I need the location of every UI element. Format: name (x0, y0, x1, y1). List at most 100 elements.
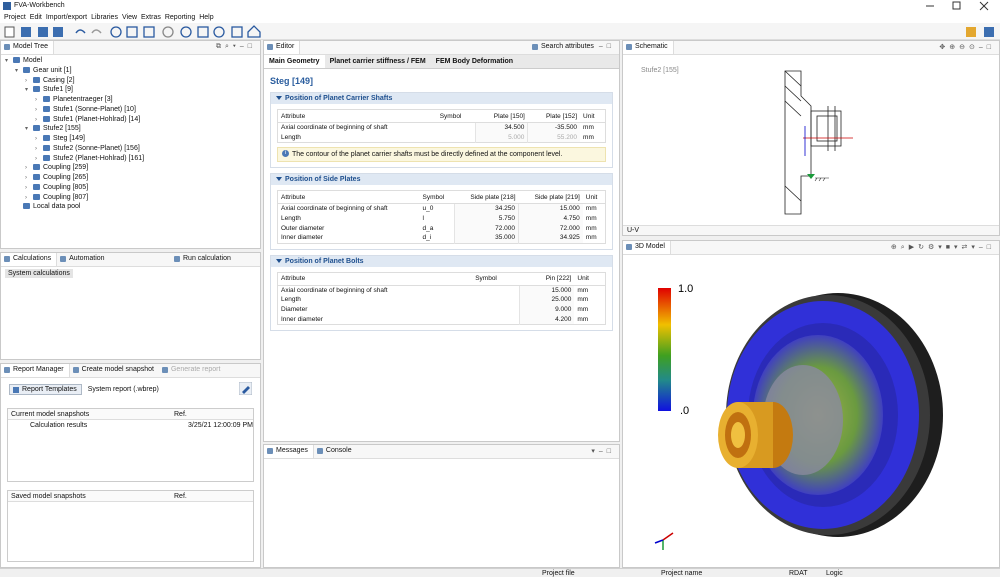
menu-item[interactable]: Reporting (164, 14, 196, 21)
tree-node[interactable]: › Stufe2 (Planet-Hohlrad) [161] (5, 154, 256, 164)
header-row: Attribute Symbol Side plate [218] Side plat… (277, 190, 606, 205)
tree-node[interactable]: ▾ Stufe2 [155] (5, 124, 256, 134)
cell (472, 314, 520, 324)
tree-node[interactable]: › Casing [2] (5, 76, 256, 86)
cell[interactable]: 72.000 (518, 223, 583, 233)
section: Position of Side Plates Attribute Symbol Si… (270, 173, 613, 250)
section-title[interactable]: Position of Side Plates (271, 174, 612, 186)
cell[interactable]: 72.000 (453, 223, 519, 233)
window-controls[interactable] (916, 1, 996, 11)
cell[interactable]: 5.000 (475, 132, 528, 143)
tree-node[interactable]: › Steg [149] (5, 134, 256, 144)
tab[interactable]: Create model snapshot (70, 364, 159, 377)
cell[interactable]: 15.000 (518, 203, 583, 214)
tree-node[interactable]: › Stufe2 (Sonne-Planet) [156] (5, 144, 256, 154)
run-calculation-button[interactable]: Run calculation (171, 253, 236, 266)
twisty: ▾ (25, 87, 29, 94)
toolbar (0, 23, 1000, 40)
node-icon (33, 183, 40, 190)
table-row: Inner diameter 4.200 mm (278, 314, 606, 325)
subtab[interactable]: FEM Body Deformation (435, 58, 514, 65)
menu-item[interactable]: Libraries (91, 14, 118, 21)
cell[interactable]: -35.500 (527, 122, 581, 133)
cell[interactable]: 35.000 (453, 232, 519, 244)
menu-item[interactable]: Edit (29, 14, 42, 21)
tab[interactable]: Editor (264, 41, 301, 54)
panel-controls[interactable]: ⧉⌕▾–□ (216, 43, 256, 50)
cell: mm (585, 205, 597, 213)
tab[interactable]: Console (314, 445, 357, 458)
tree-node[interactable]: › Coupling [807] (5, 193, 256, 203)
tree-node[interactable]: › Stufe1 (Planet-Hohlrad) [14] (5, 115, 256, 125)
cell[interactable]: 15.000 (519, 285, 575, 296)
tree-node[interactable]: › Coupling [805] (5, 183, 256, 193)
search-attributes[interactable]: Search attributes (529, 41, 599, 54)
tree-node[interactable]: ▾ Stufe1 [9] (5, 85, 256, 95)
menu-item[interactable]: Help (199, 14, 214, 21)
tree-node[interactable]: Local data pool (5, 202, 256, 212)
twisty: ▾ (5, 58, 9, 64)
cell[interactable]: 34.250 (453, 203, 519, 214)
report-templates-button[interactable]: Report Templates (9, 384, 82, 395)
tab[interactable]: Report Manager (1, 364, 70, 377)
tree-node[interactable]: ▾ Model (5, 56, 256, 66)
tab[interactable]: Model Tree (1, 41, 55, 54)
panel-controls[interactable]: –□ (598, 43, 615, 50)
node-label: Coupling [259] (43, 164, 89, 172)
tab[interactable]: Calculations (1, 253, 58, 266)
subtab[interactable]: Planet carrier stiffness / FEM (329, 58, 426, 65)
node-label: Stufe1 [9] (43, 86, 73, 94)
tree-node[interactable]: › Stufe1 (Sonne-Planet) [10] (5, 105, 256, 115)
panel-controls[interactable]: ✥⊕⊖⊙–□ (939, 44, 995, 51)
cell[interactable]: 4.200 (519, 314, 575, 325)
node-label: Stufe1 (Planet-Hohlrad) [14] (53, 115, 141, 123)
tree-node[interactable]: › Coupling [259] (5, 163, 256, 173)
cell[interactable]: 5.750 (453, 213, 519, 224)
tree-node[interactable]: ▾ Gear unit [1] (5, 66, 256, 76)
cell[interactable]: 34.925 (518, 232, 583, 244)
node-icon (13, 57, 20, 63)
section-title[interactable]: Position of Planet Carrier Shafts (271, 93, 612, 104)
title-bar: FVA-Workbench (0, 0, 1000, 12)
cell[interactable]: 25.000 (519, 295, 575, 305)
node-label: Coupling [265] (43, 174, 89, 181)
subtab[interactable]: Main Geometry (264, 55, 325, 68)
panel-controls[interactable]: ▾–□ (591, 448, 615, 455)
node-icon (33, 125, 40, 132)
section-title[interactable]: Position of Planet Bolts (271, 255, 612, 267)
table-row: Length l 5.750 4.750 mm (278, 213, 606, 224)
schematic-panel: Schematic ✥⊕⊖⊙–□ Stufe2 [155] U-V (622, 40, 1000, 236)
tab[interactable]: Messages (264, 445, 314, 458)
tab[interactable]: Automation (57, 253, 109, 266)
twisty: › (35, 106, 37, 113)
column-header: Unit (582, 190, 606, 205)
tab[interactable]: Generate report (159, 364, 225, 377)
twisty: › (25, 194, 27, 201)
menu-item[interactable]: Extras (141, 14, 161, 21)
tab[interactable]: Schematic (623, 41, 674, 54)
column-header: Symbol (436, 109, 476, 123)
node-icon (23, 203, 30, 210)
cell[interactable]: 9.000 (519, 304, 575, 315)
tree-node[interactable]: › Coupling [265] (5, 173, 256, 183)
cell[interactable]: 4.750 (518, 213, 583, 224)
cell: mm (577, 286, 589, 294)
cell[interactable]: 55.200 (527, 132, 581, 143)
attribute-table: Attribute Symbol Side plate [218] Side plat… (277, 190, 606, 244)
tree-node[interactable]: › Planetentraeger [3] (5, 95, 256, 105)
report-manager-panel: Report Manager Create model snapshot Gener… (0, 363, 261, 568)
table-row[interactable]: Calculation results 3/25/21 12:00:09 PM (8, 420, 253, 431)
section-body: Attribute Symbol Pin [222] Unit Axial coordi… (271, 267, 612, 330)
cell[interactable]: 34.500 (475, 122, 528, 133)
edit-button[interactable] (239, 382, 252, 395)
messages-panel: Messages Console ▾–□ (263, 444, 620, 568)
toolbar-icons[interactable] (0, 23, 1000, 40)
calculation-item[interactable]: System calculations (5, 269, 73, 278)
twisty: › (25, 77, 27, 84)
panel-controls[interactable]: ⊕⌕▶↻⚙▾■▾⇄▾–□ (890, 244, 995, 251)
panel-header: Schematic ✥⊕⊖⊙–□ (623, 41, 999, 55)
menu-item[interactable]: Import/export (45, 14, 88, 21)
tab[interactable]: 3D Model (623, 241, 671, 254)
menu-item[interactable]: View (121, 14, 138, 21)
menu-item[interactable]: Project (4, 14, 26, 21)
